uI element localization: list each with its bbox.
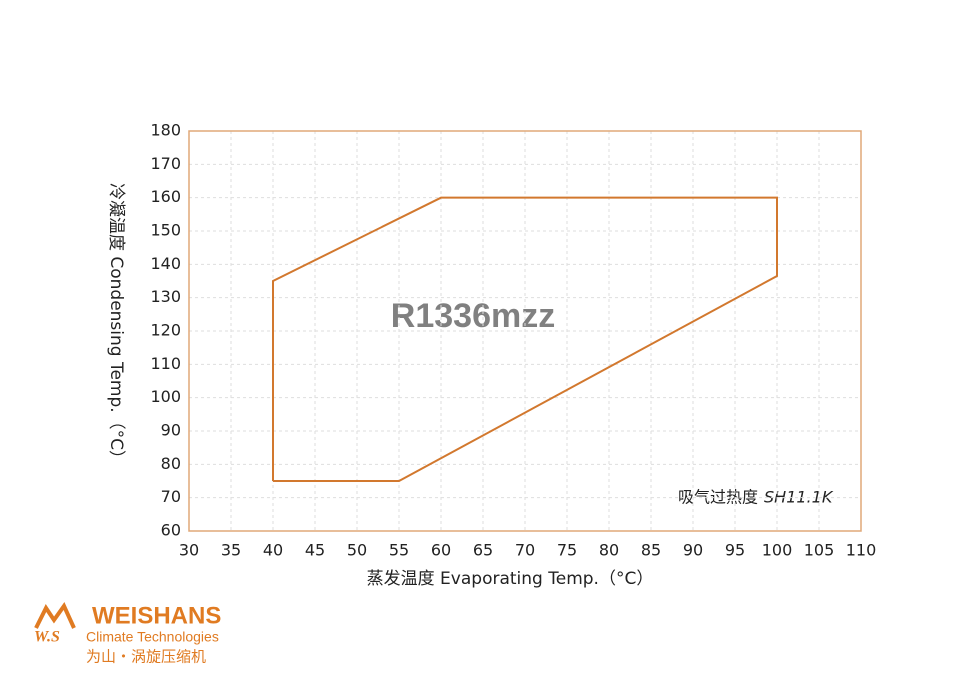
- x-tick-label: 110: [846, 541, 877, 560]
- x-tick-label: 70: [515, 541, 535, 560]
- y-tick-label: 160: [150, 187, 181, 206]
- x-tick-label: 105: [804, 541, 835, 560]
- y-tick-label: 70: [161, 487, 181, 506]
- envelope-line: [272, 196, 778, 482]
- plot-frame: [188, 130, 862, 532]
- y-tick-label: 110: [150, 354, 181, 373]
- superheat-value: SH11.1K: [764, 488, 834, 507]
- logo-tagline: Climate Technologies: [86, 629, 219, 645]
- x-tick-label: 65: [473, 541, 493, 560]
- x-tick-label: 100: [762, 541, 793, 560]
- x-tick-label: 80: [599, 541, 619, 560]
- x-tick-label: 55: [389, 541, 409, 560]
- logo-icon: [34, 602, 76, 629]
- y-tick-label: 120: [150, 321, 181, 340]
- x-tick-label: 35: [221, 541, 241, 560]
- x-tick-label: 45: [305, 541, 325, 560]
- y-tick-label: 140: [150, 254, 181, 273]
- x-tick-label: 40: [263, 541, 283, 560]
- x-tick-label: 75: [557, 541, 577, 560]
- x-axis-label: 蒸发温度 Evaporating Temp.（°C）: [367, 569, 654, 589]
- superheat-label: 吸气过热度: [678, 488, 758, 507]
- x-tick-label: 30: [179, 541, 199, 560]
- y-tick-label: 80: [161, 454, 181, 473]
- logo: W.S WEISHANS Climate Technologies 为山・涡旋压…: [34, 602, 221, 666]
- refrigerant-label: R1336mzz: [391, 297, 555, 335]
- y-tick-label: 170: [150, 154, 181, 173]
- y-tick-label: 60: [161, 521, 181, 540]
- y-tick-label: 130: [150, 287, 181, 306]
- y-tick-label: 150: [150, 221, 181, 240]
- logo-mark: W.S: [34, 629, 60, 646]
- y-tick-label: 180: [150, 121, 181, 140]
- y-tick-label: 90: [161, 421, 181, 440]
- x-tick-label: 60: [431, 541, 451, 560]
- y-axis-label: 冷凝温度 Condensing Temp.（°C）: [106, 183, 126, 467]
- logo-name: WEISHANS: [92, 602, 221, 629]
- x-tick-label: 95: [725, 541, 745, 560]
- logo-chinese: 为山・涡旋压缩机: [86, 648, 206, 666]
- x-tick-label: 50: [347, 541, 367, 560]
- x-tick-label: 90: [683, 541, 703, 560]
- x-tick-label: 85: [641, 541, 661, 560]
- y-tick-label: 100: [150, 387, 181, 406]
